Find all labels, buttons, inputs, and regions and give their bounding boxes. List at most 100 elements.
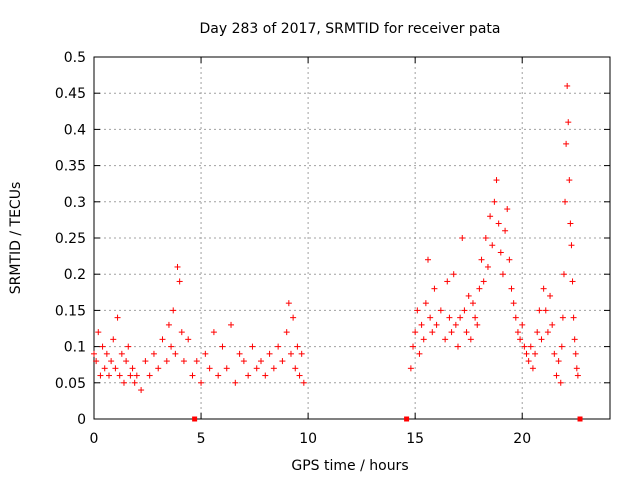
data-point bbox=[562, 198, 569, 205]
data-point bbox=[240, 358, 247, 365]
data-point bbox=[285, 300, 292, 307]
data-point bbox=[108, 358, 115, 365]
data-point bbox=[429, 329, 436, 336]
data-point bbox=[542, 307, 549, 314]
data-point bbox=[510, 300, 517, 307]
data-point bbox=[538, 336, 545, 343]
y-tick-label: 0.15 bbox=[55, 303, 86, 319]
data-point bbox=[114, 314, 121, 321]
data-point bbox=[480, 278, 487, 285]
x-tick-label: 10 bbox=[299, 431, 317, 447]
data-point bbox=[170, 307, 177, 314]
x-axis: 0 5 10 15 20 bbox=[90, 57, 531, 447]
data-point bbox=[469, 300, 476, 307]
gap-marker bbox=[192, 416, 198, 422]
data-point bbox=[544, 329, 551, 336]
data-point bbox=[566, 177, 573, 184]
y-tick-label: 0.2 bbox=[64, 267, 86, 283]
data-point bbox=[444, 278, 451, 285]
x-tick-label: 0 bbox=[90, 431, 99, 447]
x-tick-label: 5 bbox=[197, 431, 206, 447]
data-point bbox=[452, 321, 459, 328]
data-point bbox=[534, 329, 541, 336]
data-point bbox=[198, 379, 205, 386]
data-point bbox=[416, 350, 423, 357]
y-tick-label: 0.5 bbox=[64, 50, 86, 66]
data-point bbox=[127, 372, 134, 379]
data-point bbox=[133, 372, 140, 379]
data-point bbox=[249, 343, 256, 350]
data-point bbox=[105, 372, 112, 379]
data-point bbox=[178, 329, 185, 336]
data-point bbox=[555, 358, 562, 365]
data-point bbox=[519, 321, 526, 328]
data-point bbox=[489, 242, 496, 249]
data-point bbox=[457, 314, 464, 321]
y-tick-label: 0.45 bbox=[55, 86, 86, 102]
y-axis: 0 0.05 0.1 0.15 0.2 0.25 0.3 0.35 0.4 0.45 0.5 bbox=[55, 50, 610, 428]
data-point bbox=[165, 321, 172, 328]
data-point bbox=[146, 372, 153, 379]
data-point bbox=[565, 119, 572, 126]
data-point bbox=[454, 343, 461, 350]
data-point bbox=[266, 350, 273, 357]
data-point bbox=[506, 256, 513, 263]
y-tick-label: 0.4 bbox=[64, 122, 86, 138]
data-point bbox=[504, 206, 511, 213]
data-point bbox=[215, 372, 222, 379]
data-point bbox=[410, 343, 417, 350]
data-point bbox=[202, 350, 209, 357]
data-point bbox=[569, 278, 576, 285]
data-point bbox=[159, 336, 166, 343]
data-point bbox=[236, 350, 243, 357]
data-point bbox=[484, 263, 491, 270]
data-point bbox=[412, 329, 419, 336]
data-point bbox=[568, 242, 575, 249]
data-point bbox=[418, 321, 425, 328]
data-point bbox=[461, 307, 468, 314]
y-tick-label: 0.35 bbox=[55, 159, 86, 175]
data-point bbox=[253, 365, 260, 372]
data-point bbox=[465, 292, 472, 299]
data-point bbox=[185, 336, 192, 343]
data-point bbox=[487, 213, 494, 220]
data-point bbox=[129, 365, 136, 372]
data-point bbox=[521, 343, 528, 350]
data-point bbox=[514, 329, 521, 336]
data-point bbox=[228, 321, 235, 328]
data-point bbox=[532, 350, 539, 357]
data-point bbox=[431, 285, 438, 292]
data-point bbox=[180, 358, 187, 365]
data-point bbox=[567, 220, 574, 227]
y-tick-label: 0.25 bbox=[55, 231, 86, 247]
y-tick-label: 0.05 bbox=[55, 376, 86, 392]
data-point bbox=[150, 350, 157, 357]
data-point bbox=[573, 365, 580, 372]
data-point bbox=[270, 365, 277, 372]
data-point bbox=[176, 278, 183, 285]
y-tick-label: 0.1 bbox=[64, 340, 86, 356]
data-point bbox=[112, 365, 119, 372]
data-point bbox=[493, 177, 500, 184]
data-point bbox=[290, 314, 297, 321]
y-axis-label: SRMTID / TECUs bbox=[8, 182, 24, 295]
data-point bbox=[551, 350, 558, 357]
gap-marker bbox=[577, 416, 583, 422]
data-point bbox=[123, 358, 130, 365]
data-point bbox=[275, 343, 282, 350]
data-point bbox=[131, 379, 138, 386]
data-point bbox=[474, 321, 481, 328]
data-point bbox=[120, 379, 127, 386]
data-point bbox=[433, 321, 440, 328]
chart-title: Day 283 of 2017, SRMTID for receiver pat… bbox=[200, 21, 501, 37]
data-point bbox=[463, 329, 470, 336]
data-point bbox=[97, 372, 104, 379]
data-point bbox=[502, 227, 509, 234]
data-point bbox=[529, 365, 536, 372]
data-point bbox=[570, 314, 577, 321]
data-point bbox=[557, 379, 564, 386]
y-tick-label: 0 bbox=[77, 412, 86, 428]
gap-markers bbox=[192, 416, 583, 422]
data-point bbox=[523, 350, 530, 357]
data-point bbox=[476, 285, 483, 292]
